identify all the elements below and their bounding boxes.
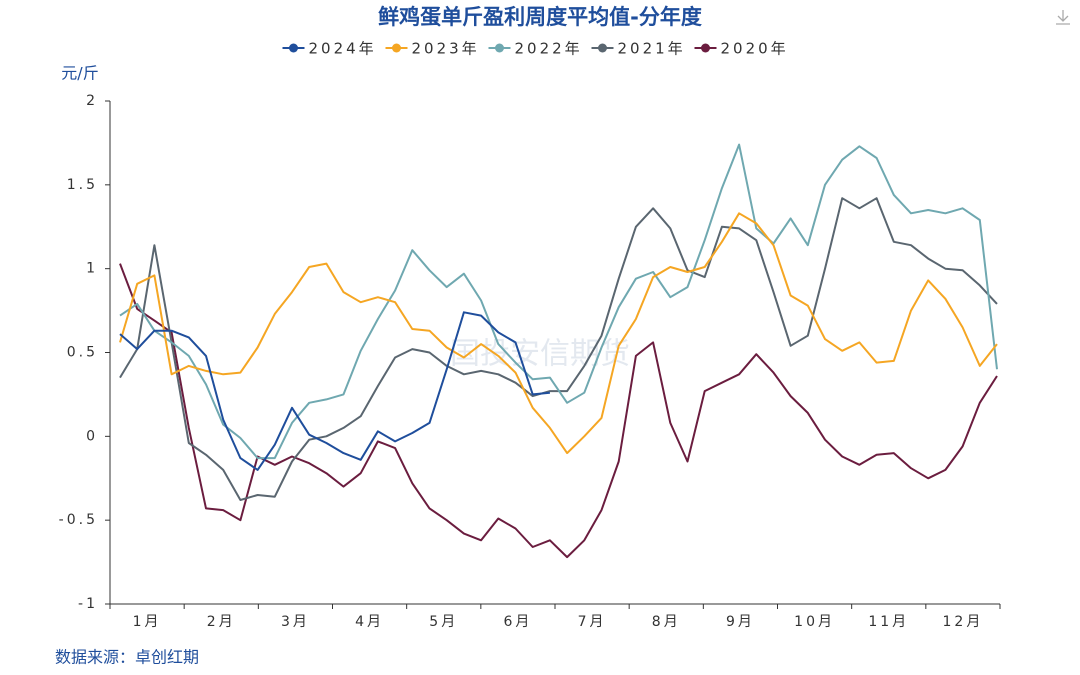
legend-dot <box>392 43 401 53</box>
y-tick-label: 1.5 <box>67 177 98 193</box>
legend-label: 2020年 <box>721 40 789 58</box>
y-tick-label: -0.5 <box>59 512 98 528</box>
x-tick-label: 8月 <box>652 614 681 630</box>
y-axis-label: 元/斤 <box>61 64 98 83</box>
legend-dot <box>289 43 298 53</box>
x-tick-label: 2月 <box>207 614 236 630</box>
legend-dot <box>495 43 504 53</box>
legend-dot <box>598 43 607 53</box>
legend-label: 2024年 <box>309 40 377 58</box>
source: 数据来源：卓创红期 <box>55 648 199 667</box>
x-tick-label: 6月 <box>503 614 532 630</box>
legend-label: 2022年 <box>515 40 583 58</box>
y-tick-label: 2 <box>86 93 98 109</box>
x-tick-label: 5月 <box>429 614 458 630</box>
legend-label: 2021年 <box>618 40 686 58</box>
x-tick-label: 9月 <box>726 614 755 630</box>
x-tick-label: 1月 <box>133 614 162 630</box>
x-tick-label: 7月 <box>578 614 607 630</box>
series-line <box>119 143 998 460</box>
x-tick-label: 3月 <box>281 614 310 630</box>
x-tick-label: 11月 <box>868 614 909 630</box>
series-line <box>119 263 998 559</box>
y-tick-label: 1 <box>86 261 98 277</box>
chart-title: 鲜鸡蛋单斤盈利周度平均值-分年度 <box>378 5 702 29</box>
series-line <box>119 212 998 455</box>
legend-label: 2023年 <box>412 40 480 58</box>
x-tick-label: 4月 <box>355 614 384 630</box>
y-tick-label: 0.5 <box>67 345 98 361</box>
download-glyph <box>1056 10 1070 25</box>
series-line <box>119 311 550 471</box>
y-tick-label: -1 <box>78 596 98 612</box>
download-icon[interactable] <box>1056 10 1070 25</box>
y-tick-label: 0 <box>86 428 98 444</box>
x-tick-label: 10月 <box>794 614 835 630</box>
legend-dot <box>701 43 710 53</box>
x-tick-label: 12月 <box>943 614 984 630</box>
